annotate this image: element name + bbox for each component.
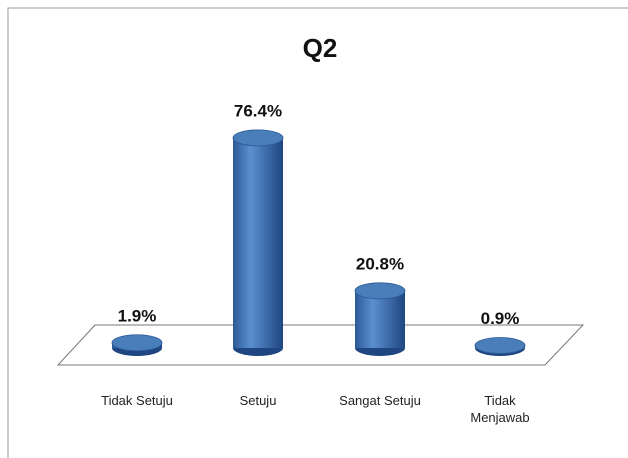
x-tick-label: Setuju [239, 393, 277, 408]
bar-body [233, 137, 283, 348]
data-label: 0.9% [481, 309, 520, 328]
data-label: 1.9% [118, 306, 157, 325]
x-tick-label: Sangat Setuju [339, 393, 421, 408]
bar [232, 129, 284, 356]
bar-top [232, 129, 284, 147]
chart-border [7, 7, 628, 458]
bar-top [354, 282, 406, 300]
chart-title: Q2 [303, 33, 338, 63]
floor [56, 324, 585, 366]
bar [474, 337, 526, 356]
bar-body [355, 290, 405, 348]
bar [111, 334, 163, 356]
bar [354, 282, 406, 356]
bar-top [111, 334, 163, 352]
bar-top [474, 337, 526, 354]
x-tick-label: Tidak Menjawab [470, 393, 530, 425]
x-tick-label: Tidak Setuju [101, 393, 173, 408]
data-label: 20.8% [356, 254, 404, 273]
data-label: 76.4% [234, 101, 282, 120]
